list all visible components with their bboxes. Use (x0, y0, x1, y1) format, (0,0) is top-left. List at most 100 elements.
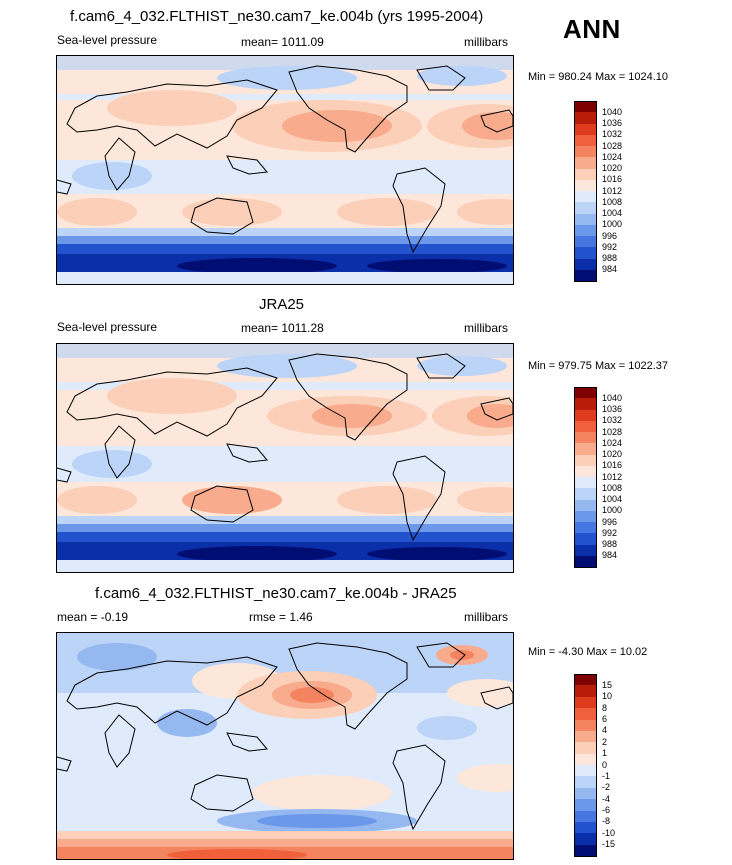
colorbar-swatch (574, 510, 597, 523)
colorbar-swatch (574, 454, 597, 467)
panel3-mean: mean = -0.19 (57, 610, 129, 624)
map-jra25-slp (56, 343, 514, 573)
panel1-variable: Sea-level pressure (57, 33, 158, 47)
colorbar-swatch (574, 730, 597, 743)
colorbar-label: 1 (602, 748, 608, 759)
colorbar-swatch (574, 258, 597, 271)
colorbar-label: 1032 (602, 415, 623, 426)
colorbar-label: 1016 (602, 460, 623, 471)
colorbar-label: -10 (602, 827, 616, 838)
panel2-title: JRA25 (259, 296, 305, 313)
colorbar-label: 1008 (602, 196, 623, 207)
colorbar-swatch (574, 168, 597, 181)
colorbar-swatch (574, 420, 597, 433)
colorbar-label: 1040 (602, 106, 623, 117)
colorbar-swatch (574, 236, 597, 248)
panel3-units: millibars (464, 610, 509, 624)
colorbar-label: 1012 (602, 471, 623, 482)
colorbar-label: 1024 (602, 151, 623, 162)
colorbar-label: 992 (602, 527, 618, 538)
colorbar-label: 1000 (602, 505, 623, 516)
colorbar-label: 1036 (602, 404, 623, 414)
colorbar-swatch (574, 191, 597, 203)
colorbar-swatch (574, 123, 597, 136)
map-model-slp (56, 55, 514, 285)
colorbar-label: 1024 (602, 437, 623, 448)
colorbar-label: -1 (602, 770, 611, 781)
colorbar-swatch (574, 499, 597, 512)
colorbar-swatch (574, 742, 597, 755)
colorbar-swatch (574, 544, 597, 557)
colorbar-label: 1020 (602, 163, 623, 173)
colorbar-swatch (574, 387, 597, 399)
season-label: ANN (563, 14, 621, 44)
panel1-units: millibars (464, 35, 509, 49)
colorbar-swatch (574, 432, 597, 444)
colorbar-swatch (574, 555, 597, 568)
colorbar-swatch (574, 821, 597, 834)
panel3-rmse: rmse = 1.46 (249, 610, 313, 624)
colorbar-label: 1016 (602, 174, 623, 185)
panel1-mean: mean= 1011.09 (241, 35, 324, 49)
colorbar-swatch (574, 247, 597, 259)
colorbar-label: -8 (602, 816, 611, 827)
colorbar-swatch (574, 269, 597, 282)
colorbar-swatch (574, 533, 597, 545)
colorbar-label: 1028 (602, 426, 623, 437)
colorbar-swatch (574, 202, 597, 214)
colorbar-swatch (574, 685, 597, 698)
colorbar-label: 6 (602, 714, 608, 724)
colorbar-label: 10 (602, 691, 613, 702)
colorbar-label: 1004 (602, 208, 623, 218)
colorbar-swatch (574, 465, 597, 478)
panel1-minmax: Min = 980.24 Max = 1024.10 (528, 71, 669, 83)
colorbar-swatch (574, 146, 597, 158)
colorbar-swatch (574, 708, 597, 720)
colorbar-swatch (574, 674, 597, 686)
colorbar-label: 4 (602, 725, 608, 736)
panel2-units: millibars (464, 321, 509, 335)
colorbar-label: 988 (602, 539, 618, 549)
panel3-minmax: Min = -4.30 Max = 10.02 (528, 646, 648, 658)
colorbar-jra25: 1040 1036 1032 1028 1024 1020 1016 1012 1008 1004… (574, 387, 644, 568)
colorbar-label: 1004 (602, 494, 623, 504)
colorbar-swatch (574, 409, 597, 422)
colorbar-label: -6 (602, 805, 611, 815)
colorbar-label: 984 (602, 264, 618, 275)
colorbar-label: -4 (602, 793, 611, 804)
colorbar-label: 996 (602, 516, 618, 527)
colorbar-swatch (574, 799, 597, 811)
colorbar-swatch (574, 443, 597, 455)
colorbar-label: 1012 (602, 185, 623, 196)
colorbar-label: 1032 (602, 129, 623, 140)
colorbar-swatch (574, 776, 597, 789)
colorbar-swatch (574, 787, 597, 800)
colorbar-swatch (574, 398, 597, 410)
colorbar-swatch (574, 765, 597, 777)
colorbar-label: 1000 (602, 219, 623, 230)
colorbar-label: 15 (602, 679, 613, 690)
colorbar-swatch (574, 179, 597, 192)
colorbar-swatch (574, 844, 597, 857)
colorbar-label: 996 (602, 230, 618, 241)
colorbar-label: 1036 (602, 118, 623, 128)
colorbar-swatch (574, 134, 597, 147)
colorbar-label: 2 (602, 736, 608, 747)
colorbar-model: 1040 1036 1032 1028 1024 1020 1016 1012 1008 1004… (574, 101, 644, 282)
colorbar-swatch (574, 522, 597, 534)
colorbar-swatch (574, 719, 597, 732)
colorbar-label: -2 (602, 782, 611, 793)
panel3-title: f.cam6_4_032.FLTHIST_ne30.cam7_ke.004b -… (95, 585, 457, 602)
colorbar-label: 992 (602, 241, 618, 252)
colorbar-label: 1028 (602, 140, 623, 151)
colorbar-label: 8 (602, 702, 608, 713)
map-difference-slp (56, 632, 514, 860)
colorbar-label: 984 (602, 550, 618, 561)
colorbar-swatch (574, 488, 597, 500)
colorbar-swatch (574, 753, 597, 766)
colorbar-label: 1020 (602, 449, 623, 459)
colorbar-difference: 15 10 8 6 4 2 1 0 -1 -2 -4 -6 -8 -10 -15 (574, 674, 644, 857)
colorbar-swatch (574, 810, 597, 823)
panel2-mean: mean= 1011.28 (241, 321, 324, 335)
colorbar-swatch (574, 477, 597, 489)
